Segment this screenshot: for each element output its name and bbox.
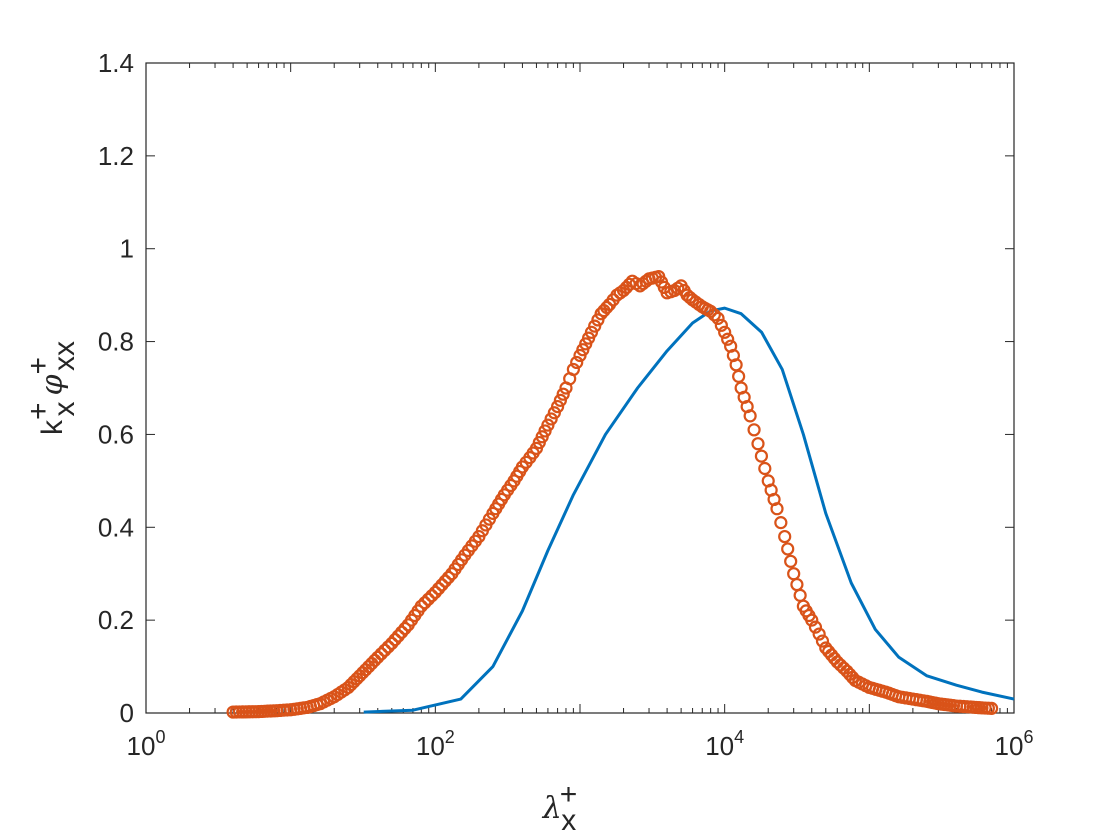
- series-point: [984, 701, 999, 715]
- series-point: [441, 570, 456, 585]
- series-point: [815, 634, 830, 648]
- series-point: [588, 319, 602, 333]
- series-point: [425, 589, 439, 603]
- y-tick-label: 1.2: [98, 141, 134, 171]
- series-point: [435, 578, 449, 592]
- y-axis-label-k-sub: x: [48, 402, 81, 417]
- series-point: [428, 585, 442, 599]
- plot-area: [145, 62, 1015, 714]
- y-tick-label: 1: [120, 234, 134, 264]
- x-tick-label-base: 10: [995, 731, 1024, 761]
- series-point: [770, 502, 784, 516]
- x-tick-label: 100: [127, 727, 166, 761]
- series-layer: [226, 269, 1015, 719]
- series-point: [438, 574, 452, 588]
- series-point: [398, 621, 412, 636]
- series-point: [711, 311, 725, 325]
- x-tick-label-exp: 2: [445, 727, 455, 747]
- series-markers: [226, 269, 999, 719]
- series-line: [363, 306, 1015, 714]
- series-point: [570, 355, 584, 370]
- series-point: [754, 449, 769, 463]
- y-axis-label-phi-sup: +: [22, 357, 55, 375]
- y-tick-label: 0.2: [98, 605, 134, 635]
- x-tick-label-exp: 0: [155, 727, 165, 747]
- series-point: [781, 542, 795, 556]
- x-tick-label: 106: [995, 727, 1034, 761]
- series-point: [714, 318, 728, 332]
- y-tick-label: 0.6: [98, 419, 134, 449]
- series-point: [718, 325, 732, 339]
- y-axis-label-k: k: [36, 419, 69, 435]
- x-axis-label: λ+ x: [542, 778, 578, 837]
- x-axis-label-sup: +: [560, 778, 578, 811]
- series-point: [784, 554, 798, 568]
- x-tick-label-exp: 6: [1023, 727, 1033, 747]
- x-tick-label-base: 10: [705, 731, 734, 761]
- series-point: [378, 643, 392, 657]
- series-point: [550, 399, 565, 414]
- y-axis-label-phi: φ: [35, 374, 70, 395]
- series-point: [421, 592, 435, 606]
- series-point: [414, 599, 428, 613]
- series-point: [732, 369, 746, 383]
- series-point: [374, 647, 388, 661]
- series-point: [747, 423, 761, 437]
- series-point: [553, 393, 567, 407]
- series-point: [388, 633, 402, 647]
- series-point: [391, 629, 405, 643]
- series-point: [808, 620, 823, 634]
- x-tick-label-exp: 4: [734, 727, 744, 747]
- y-axis-label-phi-sub: xx: [48, 341, 81, 371]
- series-point: [758, 461, 772, 476]
- series-point: [778, 529, 792, 544]
- y-axis-label-k-sup: +: [22, 403, 55, 421]
- x-tick-label-base: 10: [416, 731, 445, 761]
- series-point: [707, 308, 721, 322]
- series-point: [743, 409, 757, 423]
- x-tick-label-base: 10: [127, 731, 156, 761]
- series-point: [556, 387, 570, 401]
- series-point: [566, 362, 580, 377]
- series-point: [368, 653, 382, 667]
- series-point: [774, 516, 788, 530]
- series-point: [418, 596, 432, 610]
- y-tick-label: 1.4: [98, 48, 134, 78]
- series-point: [704, 304, 718, 318]
- y-tick-label: 0.4: [98, 512, 134, 542]
- series-point: [805, 613, 819, 627]
- series-point: [812, 627, 826, 641]
- x-tick-label: 104: [705, 727, 744, 761]
- series-point: [385, 636, 399, 650]
- y-tick-label: 0: [120, 698, 134, 728]
- series-point: [751, 437, 765, 451]
- y-axis-label: k+xφ+xx: [22, 341, 81, 435]
- x-axis-label-base: λ: [542, 791, 562, 826]
- series-point: [721, 332, 735, 346]
- series-point: [371, 650, 385, 664]
- series-point: [381, 640, 395, 654]
- series-point: [729, 358, 743, 372]
- series-point: [395, 625, 409, 639]
- series-point: [432, 581, 446, 596]
- y-tick-label: 0.8: [98, 327, 134, 357]
- series-point: [600, 300, 614, 315]
- x-axis-label-sub: x: [561, 804, 576, 837]
- x-tick-label: 102: [416, 727, 455, 761]
